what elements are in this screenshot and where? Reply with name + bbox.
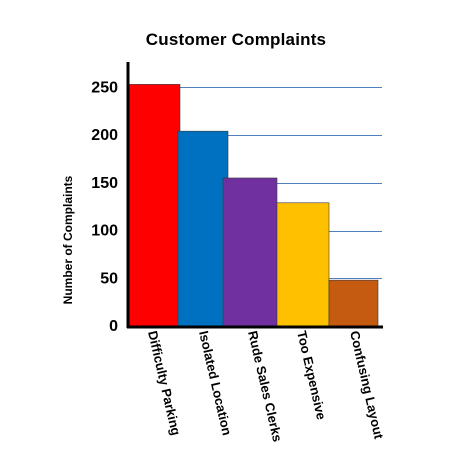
x-tick-difficulty-parking: Difficulty Parking [145, 329, 184, 437]
y-tick-150: 150 [91, 175, 118, 192]
x-tick-isolated-location: Isolated Location [196, 329, 235, 437]
x-tick-confusing-layout: Confusing Layout [347, 329, 387, 441]
y-tick-250: 250 [91, 79, 118, 96]
y-tick-50: 50 [100, 270, 118, 287]
bar-isolated-location [177, 130, 229, 327]
chart-title: Customer Complaints [145, 30, 327, 49]
x-tick-too-expensive: Too Expensive [294, 329, 329, 421]
y-tick-100: 100 [91, 223, 118, 240]
y-tick-200: 200 [91, 127, 118, 144]
axes [126, 62, 383, 329]
bar-confusing-layout [328, 279, 379, 327]
y-tick-0: 0 [109, 318, 118, 335]
bar-difficulty-parking [128, 84, 181, 327]
bars [128, 84, 379, 327]
x-tick-labels: Difficulty Parking Isolated Location Rude … [145, 329, 387, 443]
x-tick-rude-sales-clerks: Rude Sales Clerks [245, 329, 285, 443]
y-axis-label: Number of Complaints [61, 175, 75, 304]
bar-too-expensive [276, 202, 330, 327]
y-tick-labels: 0 50 100 150 200 250 [91, 79, 118, 335]
bar-rude-sales-clerks [222, 177, 278, 327]
